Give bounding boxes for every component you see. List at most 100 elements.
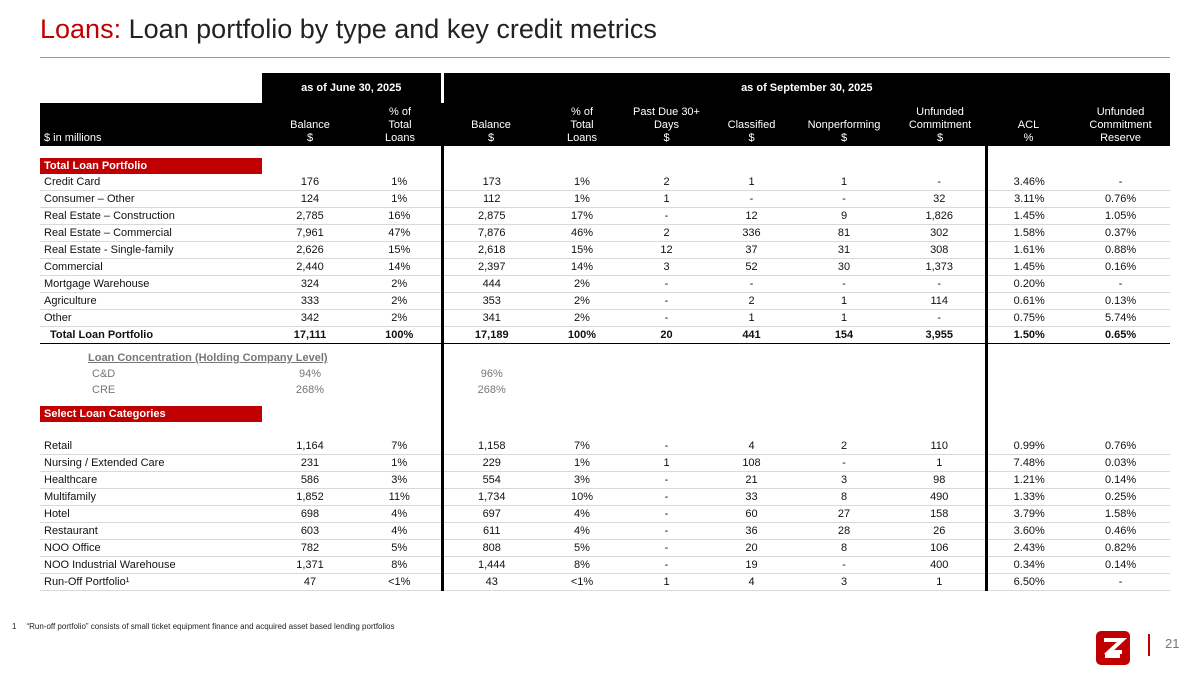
cell: - <box>894 309 986 327</box>
cell: 173 <box>440 174 540 191</box>
group-header-row: as of June 30, 2025 as of September 30, 2… <box>40 73 1171 103</box>
loan-table: as of June 30, 2025 as of September 30, 2… <box>40 73 1171 591</box>
data-row: Mortgage Warehouse 324 2% 444 2% - - - -0.20% - <box>40 275 1171 293</box>
cell: 33 <box>709 488 794 506</box>
cell: 2,397 <box>440 258 540 276</box>
cell: 124 <box>262 190 358 208</box>
cell: 1,444 <box>440 556 540 574</box>
cell: 268% <box>295 383 325 396</box>
data-row: Hotel 698 4% 697 4% -60 27 158 3.79% 1.58% <box>40 505 1171 523</box>
cell: 5.74% <box>1071 309 1171 327</box>
blank-cell <box>1071 158 1170 174</box>
row-label: C&D <box>92 367 116 380</box>
blank-cell <box>794 422 894 438</box>
row-label: Multifamily <box>40 488 262 506</box>
row-label: Credit Card <box>40 174 262 191</box>
concentration-row: C&D 94% 96% <box>40 366 1170 382</box>
blank-cell <box>984 366 1071 382</box>
cell: 1% <box>358 454 442 472</box>
blank-cell <box>1071 146 1170 158</box>
cell: 4 <box>709 438 794 455</box>
column-header-row: $ in millions Balance $% of Total Loans Ba… <box>40 103 1171 146</box>
column-header: Balance $ <box>262 103 358 146</box>
cell: 8% <box>358 556 442 574</box>
cell: 341 <box>440 309 540 327</box>
cell: 100% <box>358 326 442 344</box>
cell: 2% <box>358 275 442 293</box>
cell: 3.60% <box>984 522 1071 540</box>
cell: 2 <box>624 174 709 191</box>
cell: 2.43% <box>984 539 1071 557</box>
cell: - <box>894 275 986 293</box>
cell: - <box>794 275 894 293</box>
cell: - <box>794 454 894 472</box>
data-row: Healthcare 586 3% 554 3% -21 3 98 1.21% 0.14% <box>40 471 1171 489</box>
cell: 7,876 <box>440 224 540 242</box>
cell: 697 <box>440 505 540 523</box>
blank-cell <box>709 406 794 422</box>
cell: 229 <box>440 454 540 472</box>
cell: 444 <box>440 275 540 293</box>
cell: 0.65% <box>1071 326 1171 344</box>
cell: 154 <box>794 326 894 344</box>
cell: 268% <box>440 382 540 398</box>
cell: - <box>794 556 894 574</box>
blank-cell <box>894 422 986 438</box>
cell: 1% <box>358 174 442 191</box>
cell: 4% <box>540 522 624 540</box>
cell: 3 <box>794 573 894 591</box>
cell: 17% <box>540 207 624 225</box>
cell: 3.46% <box>984 174 1071 191</box>
data-row: Agriculture 333 2% 353 2% -2 1 114 0.61% 0.13% <box>40 292 1171 310</box>
cell: 3.11% <box>984 190 1071 208</box>
data-row: Credit Card 176 1% 173 1% 2 1 1-3.46% - <box>40 174 1171 191</box>
cell: - <box>624 556 709 574</box>
total-row: Total Loan Portfolio 17,111 100% 17,189 100%… <box>40 326 1171 344</box>
blank-cell <box>894 406 986 422</box>
cell: 400 <box>894 556 986 574</box>
cell: 1% <box>540 454 624 472</box>
blank-cell <box>894 382 986 398</box>
blank-cell <box>624 398 709 406</box>
data-row: Commercial 2,440 14% 2,397 14% 3 52 30 1,373 1.45… <box>40 258 1171 276</box>
cell: 20 <box>624 326 709 344</box>
blank-cell <box>440 343 540 350</box>
blank-cell <box>624 350 709 366</box>
cell: 0.13% <box>1071 292 1171 310</box>
cell: 490 <box>894 488 986 506</box>
cell: 16% <box>358 207 442 225</box>
cell: 1 <box>794 292 894 310</box>
row-label: Real Estate – Construction <box>40 207 262 225</box>
cell: 4% <box>540 505 624 523</box>
cell: 110 <box>894 438 986 455</box>
blank-cell <box>262 422 358 438</box>
cell: 1,158 <box>440 438 540 455</box>
cell: - <box>624 488 709 506</box>
cell: 231 <box>262 454 358 472</box>
blank-cell <box>358 406 442 422</box>
data-row: Restaurant 603 4% 611 4% -36 28 26 3.60% 0.46% <box>40 522 1171 540</box>
row-label: Hotel <box>40 505 262 523</box>
cell: 6.50% <box>984 573 1071 591</box>
row-label: Total Loan Portfolio <box>40 326 262 344</box>
cell: 176 <box>262 174 358 191</box>
blank-cell <box>262 146 358 158</box>
blank-cell <box>440 158 540 174</box>
blank-cell <box>358 382 442 398</box>
cell: - <box>624 275 709 293</box>
cell: 333 <box>262 292 358 310</box>
blank-cell <box>984 343 1071 350</box>
cell: 1.33% <box>984 488 1071 506</box>
cell: 36 <box>709 522 794 540</box>
blank-cell <box>794 406 894 422</box>
cell: 2,785 <box>262 207 358 225</box>
blank-cell <box>984 350 1071 366</box>
cell: 1 <box>709 309 794 327</box>
cell: 441 <box>709 326 794 344</box>
cell: - <box>1071 174 1171 191</box>
cell: 0.75% <box>984 309 1071 327</box>
cell: 0.37% <box>1071 224 1171 242</box>
blank-cell <box>262 406 358 422</box>
cell: 611 <box>440 522 540 540</box>
